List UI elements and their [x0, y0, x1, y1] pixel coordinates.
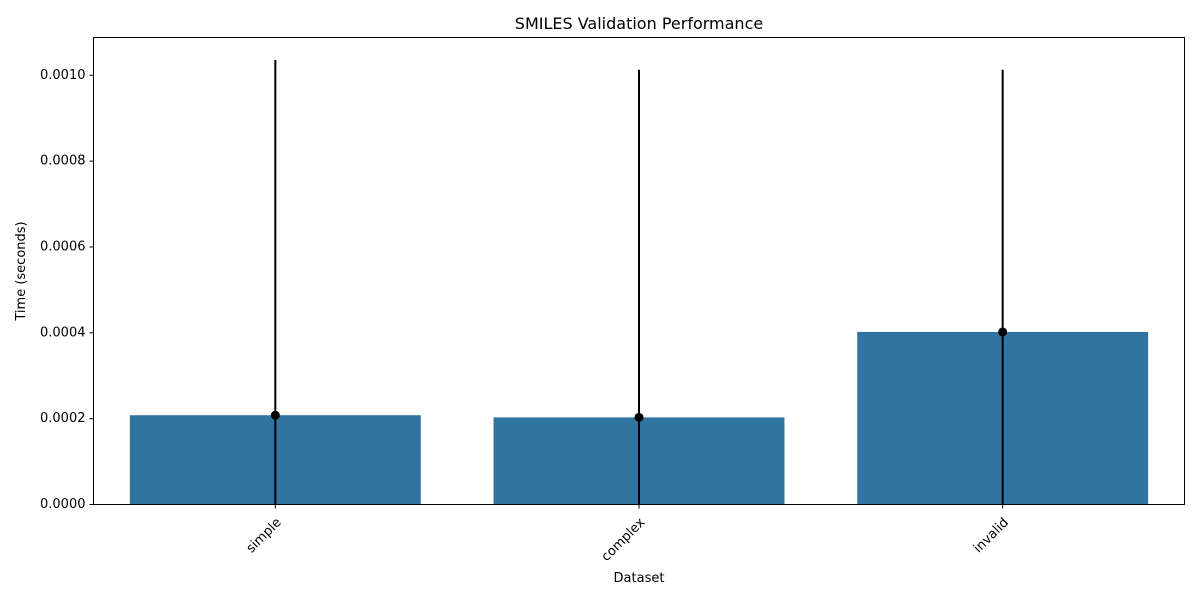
- x-tick-label: invalid: [971, 515, 1012, 556]
- mean-point-complex: [634, 412, 644, 422]
- mean-point-simple: [270, 410, 280, 420]
- x-axis: simple complex invalid: [244, 504, 1012, 565]
- y-axis-label: Time (seconds): [14, 221, 29, 321]
- y-tick-label: 0.0008: [40, 154, 86, 169]
- y-tick-label: 0.0010: [40, 68, 86, 83]
- y-tick-label: 0.0000: [40, 497, 86, 512]
- x-axis-label: Dataset: [614, 571, 665, 586]
- y-tick-label: 0.0002: [40, 411, 86, 426]
- y-tick-label: 0.0006: [40, 239, 86, 254]
- x-tick-label: simple: [244, 515, 285, 556]
- y-tick-label: 0.0004: [40, 325, 86, 340]
- x-tick-label: complex: [599, 515, 649, 565]
- mean-point-invalid: [998, 327, 1008, 337]
- chart-title: SMILES Validation Performance: [515, 14, 763, 33]
- error-bars-layer: [270, 59, 1008, 505]
- y-axis: 0.0000 0.0002 0.0004 0.0006 0.0008 0.0010: [40, 68, 94, 512]
